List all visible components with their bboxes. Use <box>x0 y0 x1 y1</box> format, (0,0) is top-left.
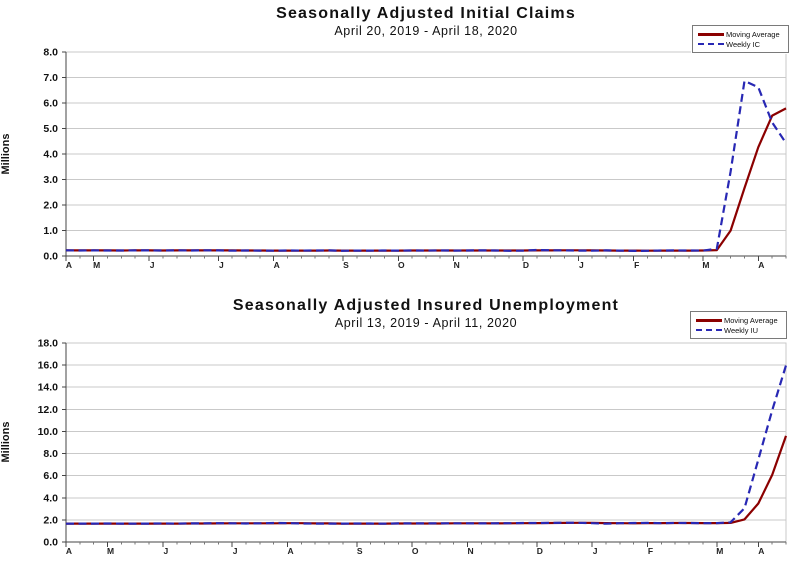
svg-text:M: M <box>702 260 709 270</box>
svg-text:F: F <box>648 546 653 556</box>
svg-text:6.0: 6.0 <box>43 470 58 482</box>
insured-unemployment-chart: Seasonally Adjusted Insured Unemployment… <box>0 290 796 579</box>
chart-date-range: April 13, 2019 - April 11, 2020 <box>334 316 518 330</box>
svg-text:J: J <box>233 546 238 556</box>
svg-text:7.0: 7.0 <box>43 72 58 84</box>
svg-text:N: N <box>467 546 473 556</box>
svg-text:S: S <box>357 546 363 556</box>
dashed-line-swatch <box>696 329 722 331</box>
svg-text:10.0: 10.0 <box>38 426 59 438</box>
svg-text:4.0: 4.0 <box>43 149 58 161</box>
svg-text:F: F <box>634 260 639 270</box>
solid-line-swatch <box>696 318 722 322</box>
svg-text:A: A <box>287 546 293 556</box>
svg-text:8.0: 8.0 <box>43 47 58 59</box>
svg-text:M: M <box>107 546 114 556</box>
svg-text:2.0: 2.0 <box>43 514 58 526</box>
svg-text:5.0: 5.0 <box>43 123 58 135</box>
legend-label: Weekly IU <box>724 325 759 335</box>
svg-text:J: J <box>150 260 155 270</box>
svg-text:S: S <box>343 260 349 270</box>
svg-text:3.0: 3.0 <box>43 174 58 186</box>
svg-text:A: A <box>274 260 280 270</box>
insured-unemployment-plot: 0.0 2.0 4.0 6.0 8.0 10.0 12.0 14.0 16.0 18.0 A M J J A… <box>38 338 788 556</box>
svg-text:O: O <box>398 260 405 270</box>
svg-text:2.0: 2.0 <box>43 200 58 212</box>
legend: Moving Average Weekly IU <box>690 311 787 339</box>
svg-text:D: D <box>537 546 543 556</box>
svg-text:O: O <box>412 546 419 556</box>
svg-text:0.0: 0.0 <box>43 251 58 263</box>
dashed-line-swatch <box>698 43 724 45</box>
svg-text:J: J <box>164 546 169 556</box>
svg-text:D: D <box>523 260 529 270</box>
legend-item-weekly-ic: Weekly IC <box>698 39 783 49</box>
svg-text:8.0: 8.0 <box>43 448 58 460</box>
legend-item-weekly-iu: Weekly IU <box>696 325 781 335</box>
chart-title: Seasonally Adjusted Initial Claims <box>276 5 576 22</box>
svg-text:12.0: 12.0 <box>38 404 59 416</box>
svg-text:J: J <box>593 546 598 556</box>
svg-text:0.0: 0.0 <box>43 537 58 549</box>
legend-label: Moving Average <box>726 29 780 39</box>
svg-text:16.0: 16.0 <box>38 360 59 372</box>
svg-text:J: J <box>579 260 584 270</box>
svg-text:A: A <box>66 546 72 556</box>
svg-text:A: A <box>758 546 764 556</box>
svg-text:N: N <box>454 260 460 270</box>
chart-date-range: April 20, 2019 - April 18, 2020 <box>334 24 518 38</box>
svg-text:14.0: 14.0 <box>38 382 59 394</box>
initial-claims-chart: Seasonally Adjusted Initial Claims April… <box>0 5 789 270</box>
svg-text:J: J <box>219 260 224 270</box>
svg-text:M: M <box>93 260 100 270</box>
svg-text:A: A <box>758 260 764 270</box>
svg-text:1.0: 1.0 <box>43 225 58 237</box>
legend-label: Weekly IC <box>726 39 761 49</box>
svg-text:18.0: 18.0 <box>38 338 59 350</box>
svg-text:6.0: 6.0 <box>43 98 58 110</box>
chart-title: Seasonally Adjusted Insured Unemployment <box>232 297 620 314</box>
legend-item-moving-average: Moving Average <box>698 29 783 39</box>
svg-text:A: A <box>66 260 72 270</box>
solid-line-swatch <box>698 32 724 36</box>
legend-label: Moving Average <box>724 315 778 325</box>
svg-text:M: M <box>716 546 723 556</box>
svg-text:4.0: 4.0 <box>43 492 58 504</box>
initial-claims-plot: 0.0 1.0 2.0 3.0 4.0 5.0 6.0 7.0 8.0 A M J J A S O N D J F M A <box>43 47 787 270</box>
legend-item-moving-average: Moving Average <box>696 315 781 325</box>
legend: Moving Average Weekly IC <box>692 25 789 53</box>
